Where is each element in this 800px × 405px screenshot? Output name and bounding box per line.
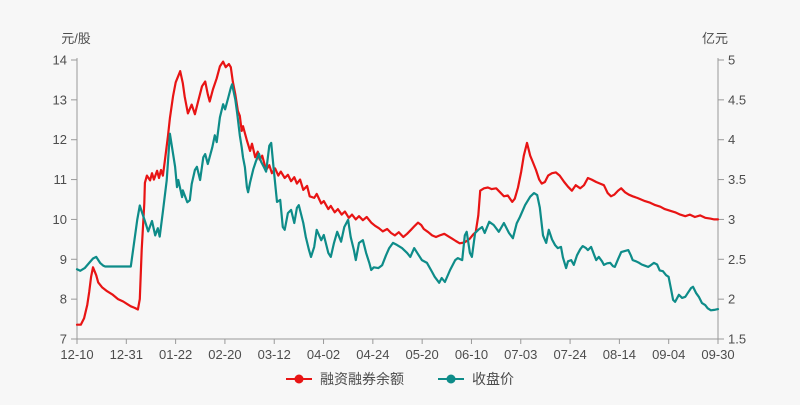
right-y-tick-label: 5 (728, 53, 735, 68)
x-tick-label: 02-20 (208, 347, 241, 362)
left-y-tick-label: 12 (53, 132, 67, 147)
left-y-tick-label: 7 (60, 332, 67, 347)
axis-ticks-and-labels: 14 13 12 11 10 9 8 7 5 4.5 4 3.5 3 2.5 2 1.5 12-10 12-31 0… (53, 53, 747, 363)
left-y-tick-label: 11 (54, 172, 68, 187)
legend-marker-line-dot-teal (438, 374, 464, 384)
right-y-tick-label: 3.5 (728, 172, 746, 187)
left-axis-unit-label: 元/股 (61, 31, 91, 46)
x-tick-label: 09-04 (652, 347, 685, 362)
right-y-tick-label: 2.5 (728, 252, 746, 267)
legend-label-margin-balance: 融资融券余额 (320, 371, 404, 387)
left-y-tick-label: 9 (60, 252, 67, 267)
right-y-tick-label: 3 (728, 212, 735, 227)
left-y-tick-label: 10 (53, 212, 67, 227)
right-y-tick-label: 2 (728, 292, 735, 307)
legend-item-margin-balance[interactable]: 融资融券余额 (286, 372, 404, 386)
x-tick-label: 08-14 (603, 347, 636, 362)
legend: 融资融券余额 收盘价 (0, 372, 800, 386)
x-tick-label: 12-10 (60, 347, 93, 362)
legend-label-close-price: 收盘价 (472, 371, 514, 387)
x-tick-label: 04-24 (356, 347, 389, 362)
series-line-0 (75, 60, 720, 326)
x-tick-label: 07-24 (553, 347, 586, 362)
legend-marker-line-dot-red (286, 374, 312, 384)
x-tick-label: 07-03 (504, 347, 537, 362)
legend-item-close-price[interactable]: 收盘价 (438, 372, 514, 386)
series-lines (75, 60, 720, 326)
x-tick-label: 09-30 (701, 347, 734, 362)
x-tick-label: 12-31 (110, 347, 143, 362)
right-y-tick-label: 1.5 (728, 332, 746, 347)
x-tick-label: 06-10 (455, 347, 488, 362)
left-y-tick-label: 13 (53, 92, 67, 107)
series-line-1 (75, 83, 720, 312)
left-y-tick-label: 8 (60, 292, 67, 307)
x-tick-label: 01-22 (159, 347, 192, 362)
right-axis-unit-label: 亿元 (702, 31, 728, 46)
x-tick-label: 03-12 (258, 347, 291, 362)
x-tick-label: 04-02 (307, 347, 340, 362)
left-y-tick-label: 14 (53, 53, 67, 68)
right-y-tick-label: 4 (728, 132, 735, 147)
right-y-tick-label: 4.5 (728, 92, 746, 107)
x-tick-label: 05-20 (406, 347, 439, 362)
